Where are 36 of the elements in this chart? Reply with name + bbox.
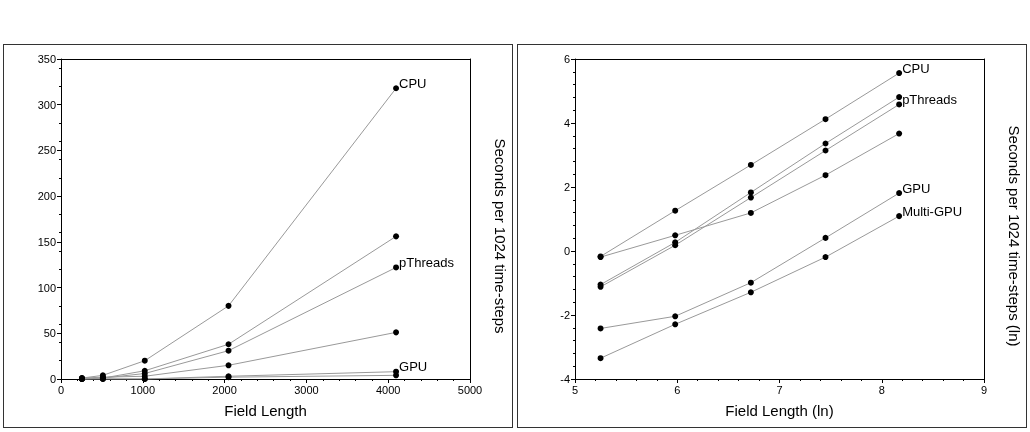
x-tick-label: 9	[980, 383, 988, 396]
y-tick-label: -2	[560, 309, 570, 321]
y-tick-label: 300	[37, 98, 56, 111]
x-tick-label: 5000	[457, 383, 483, 396]
series-label: Multi-GPU	[902, 203, 963, 219]
y-tick-label: 0	[563, 245, 570, 257]
y-tick-label: 150	[37, 235, 56, 248]
series-label: pThreads	[399, 254, 455, 270]
x-tick-label: 2000	[212, 383, 237, 396]
y-tick-label: 2	[563, 181, 570, 193]
series-label: GPU	[399, 359, 428, 375]
x-axis-title: Field Length (ln)	[725, 402, 834, 419]
x-tick-label: 1000	[130, 383, 156, 396]
y-tick-label: 250	[37, 144, 56, 157]
series-label: GPU	[902, 180, 931, 196]
x-tick-label: 0	[57, 383, 65, 396]
y-tick-label: -4	[560, 373, 570, 385]
y-axis-title: Seconds per 1024 time-steps (ln)	[1006, 125, 1023, 347]
x-tick-label: 6	[674, 383, 681, 396]
x-tick-label: 4000	[375, 383, 401, 396]
series-label: pThreads	[902, 91, 958, 107]
x-tick-label: 8	[878, 383, 885, 396]
y-tick-label: 4	[563, 117, 570, 129]
x-tick-label: 3000	[294, 383, 319, 396]
series-label: CPU	[399, 75, 427, 91]
y-tick-label: 200	[37, 190, 56, 203]
x-tick-label: 7	[776, 383, 783, 396]
x-tick-label: 5	[571, 383, 579, 396]
y-axis-title: Seconds per 1024 time-steps	[492, 138, 509, 334]
y-tick-label: 100	[37, 281, 56, 294]
x-axis-title: Field Length	[224, 402, 307, 419]
y-tick-label: 6	[563, 53, 570, 65]
y-tick-label: 350	[37, 53, 56, 65]
y-tick-label: 50	[43, 327, 56, 340]
y-tick-label: 0	[49, 373, 56, 385]
series-label: CPU	[902, 60, 930, 76]
